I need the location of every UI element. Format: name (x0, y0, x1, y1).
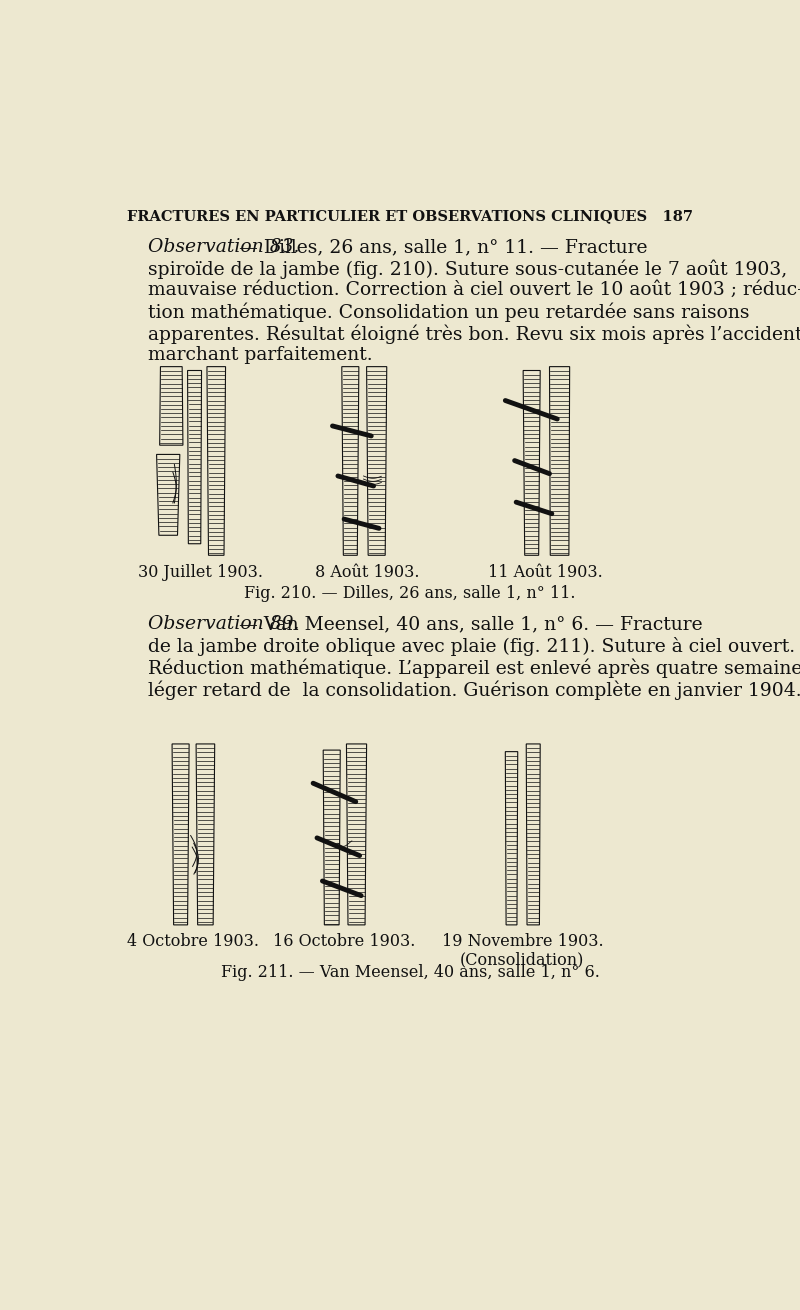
Polygon shape (207, 367, 226, 555)
Text: Réduction mathématique. L’appareil est enlevé après quatre semaines ;: Réduction mathématique. L’appareil est e… (148, 659, 800, 679)
Text: 30 Juillet 1903.: 30 Juillet 1903. (138, 563, 263, 580)
Text: de la jambe droite oblique avec plaie (fig. 211). Suture à ciel ouvert.: de la jambe droite oblique avec plaie (f… (148, 637, 795, 656)
Polygon shape (160, 367, 183, 445)
Polygon shape (172, 744, 189, 925)
Text: 16 Octobre 1903.: 16 Octobre 1903. (273, 933, 415, 950)
Text: Observation 83.: Observation 83. (148, 238, 299, 255)
Text: (Consolidation): (Consolidation) (460, 951, 585, 968)
Polygon shape (323, 751, 340, 925)
Text: 19 Novembre 1903.: 19 Novembre 1903. (442, 933, 603, 950)
Polygon shape (526, 744, 540, 925)
Text: apparentes. Résultat éloigné très bon. Revu six mois après l’accident: apparentes. Résultat éloigné très bon. R… (148, 325, 800, 343)
Text: spiroïde de la jambe (fig. 210). Suture sous-cutanée le 7 août 1903,: spiroïde de la jambe (fig. 210). Suture … (148, 259, 787, 279)
Polygon shape (157, 455, 180, 536)
Text: tion mathématique. Consolidation un peu retardée sans raisons: tion mathématique. Consolidation un peu … (148, 303, 750, 322)
Polygon shape (366, 367, 386, 555)
Polygon shape (506, 752, 518, 925)
Text: Fig. 210. — Dilles, 26 ans, salle 1, n° 11.: Fig. 210. — Dilles, 26 ans, salle 1, n° … (244, 586, 576, 603)
Text: marchant parfaitement.: marchant parfaitement. (148, 346, 373, 364)
Polygon shape (187, 371, 202, 544)
Text: 11 Août 1903.: 11 Août 1903. (488, 563, 603, 580)
Polygon shape (342, 367, 359, 555)
Text: Fig. 211. — Van Meensel, 40 ans, salle 1, n° 6.: Fig. 211. — Van Meensel, 40 ans, salle 1… (221, 964, 599, 981)
Polygon shape (196, 744, 214, 925)
Polygon shape (550, 367, 570, 555)
Text: FRACTURES EN PARTICULIER ET OBSERVATIONS CLINIQUES   187: FRACTURES EN PARTICULIER ET OBSERVATIONS… (127, 210, 693, 224)
Polygon shape (523, 371, 540, 555)
Text: mauvaise réduction. Correction à ciel ouvert le 10 août 1903 ; réduc-: mauvaise réduction. Correction à ciel ou… (148, 282, 800, 299)
Text: Observation 89.: Observation 89. (148, 616, 299, 633)
Text: 4 Octobre 1903.: 4 Octobre 1903. (127, 933, 259, 950)
Text: — Dilles, 26 ans, salle 1, n° 11. — Fracture: — Dilles, 26 ans, salle 1, n° 11. — Frac… (234, 238, 648, 255)
Polygon shape (346, 744, 366, 925)
Text: léger retard de  la consolidation. Guérison complète en janvier 1904.: léger retard de la consolidation. Guéris… (148, 680, 800, 700)
Text: 8 Août 1903.: 8 Août 1903. (315, 563, 420, 580)
Text: — Van Meensel, 40 ans, salle 1, n° 6. — Fracture: — Van Meensel, 40 ans, salle 1, n° 6. — … (234, 616, 703, 633)
